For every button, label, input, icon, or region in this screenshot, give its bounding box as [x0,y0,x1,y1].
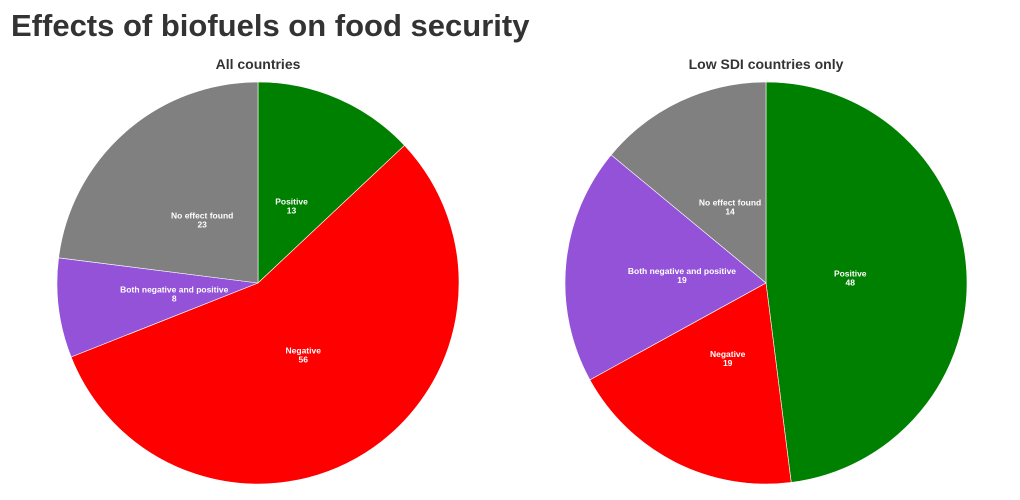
slice-value-both-negative-and-positive: 19 [677,275,687,285]
slice-label-no-effect-found: No effect found [171,211,233,221]
slice-label-both-negative-and-positive: Both negative and positive [120,285,228,295]
slice-label-negative: Negative [286,345,322,355]
slice-value-positive: 48 [846,278,856,288]
pie-title-low-sdi: Low SDI countries only [688,56,844,72]
slice-label-negative: Negative [710,349,746,359]
slice-value-negative: 19 [723,358,733,368]
pie-title-all-countries: All countries [215,56,301,72]
chart-title: Effects of biofuels on food security [11,8,530,43]
slice-label-positive: Positive [275,197,308,207]
slice-value-negative: 56 [299,354,309,364]
slice-value-both-negative-and-positive: 8 [172,294,177,304]
pie-slice-no-effect-found [58,81,259,284]
pie-slice-both-negative-and-positive [56,257,259,358]
pie-chart-all-countries: All countries Positive 13 Negative 56 Both n… [38,56,478,496]
pie-slice-both-negative-and-positive [564,154,767,381]
pie-slice-positive [257,81,405,284]
slice-label-both-negative-and-positive: Both negative and positive [628,266,736,276]
slice-label-no-effect-found: No effect found [699,198,761,208]
pie-slice-no-effect-found [610,81,767,284]
slice-value-positive: 13 [287,206,297,216]
pie-slice-negative [70,144,460,485]
pie-slice-positive [765,81,968,483]
pie-chart-low-sdi: Low SDI countries only Positive 48 Negativ… [546,56,986,496]
slice-label-positive: Positive [834,269,867,279]
slice-value-no-effect-found: 14 [725,207,735,217]
slice-value-no-effect-found: 23 [197,220,207,230]
pie-slice-negative [589,282,792,485]
